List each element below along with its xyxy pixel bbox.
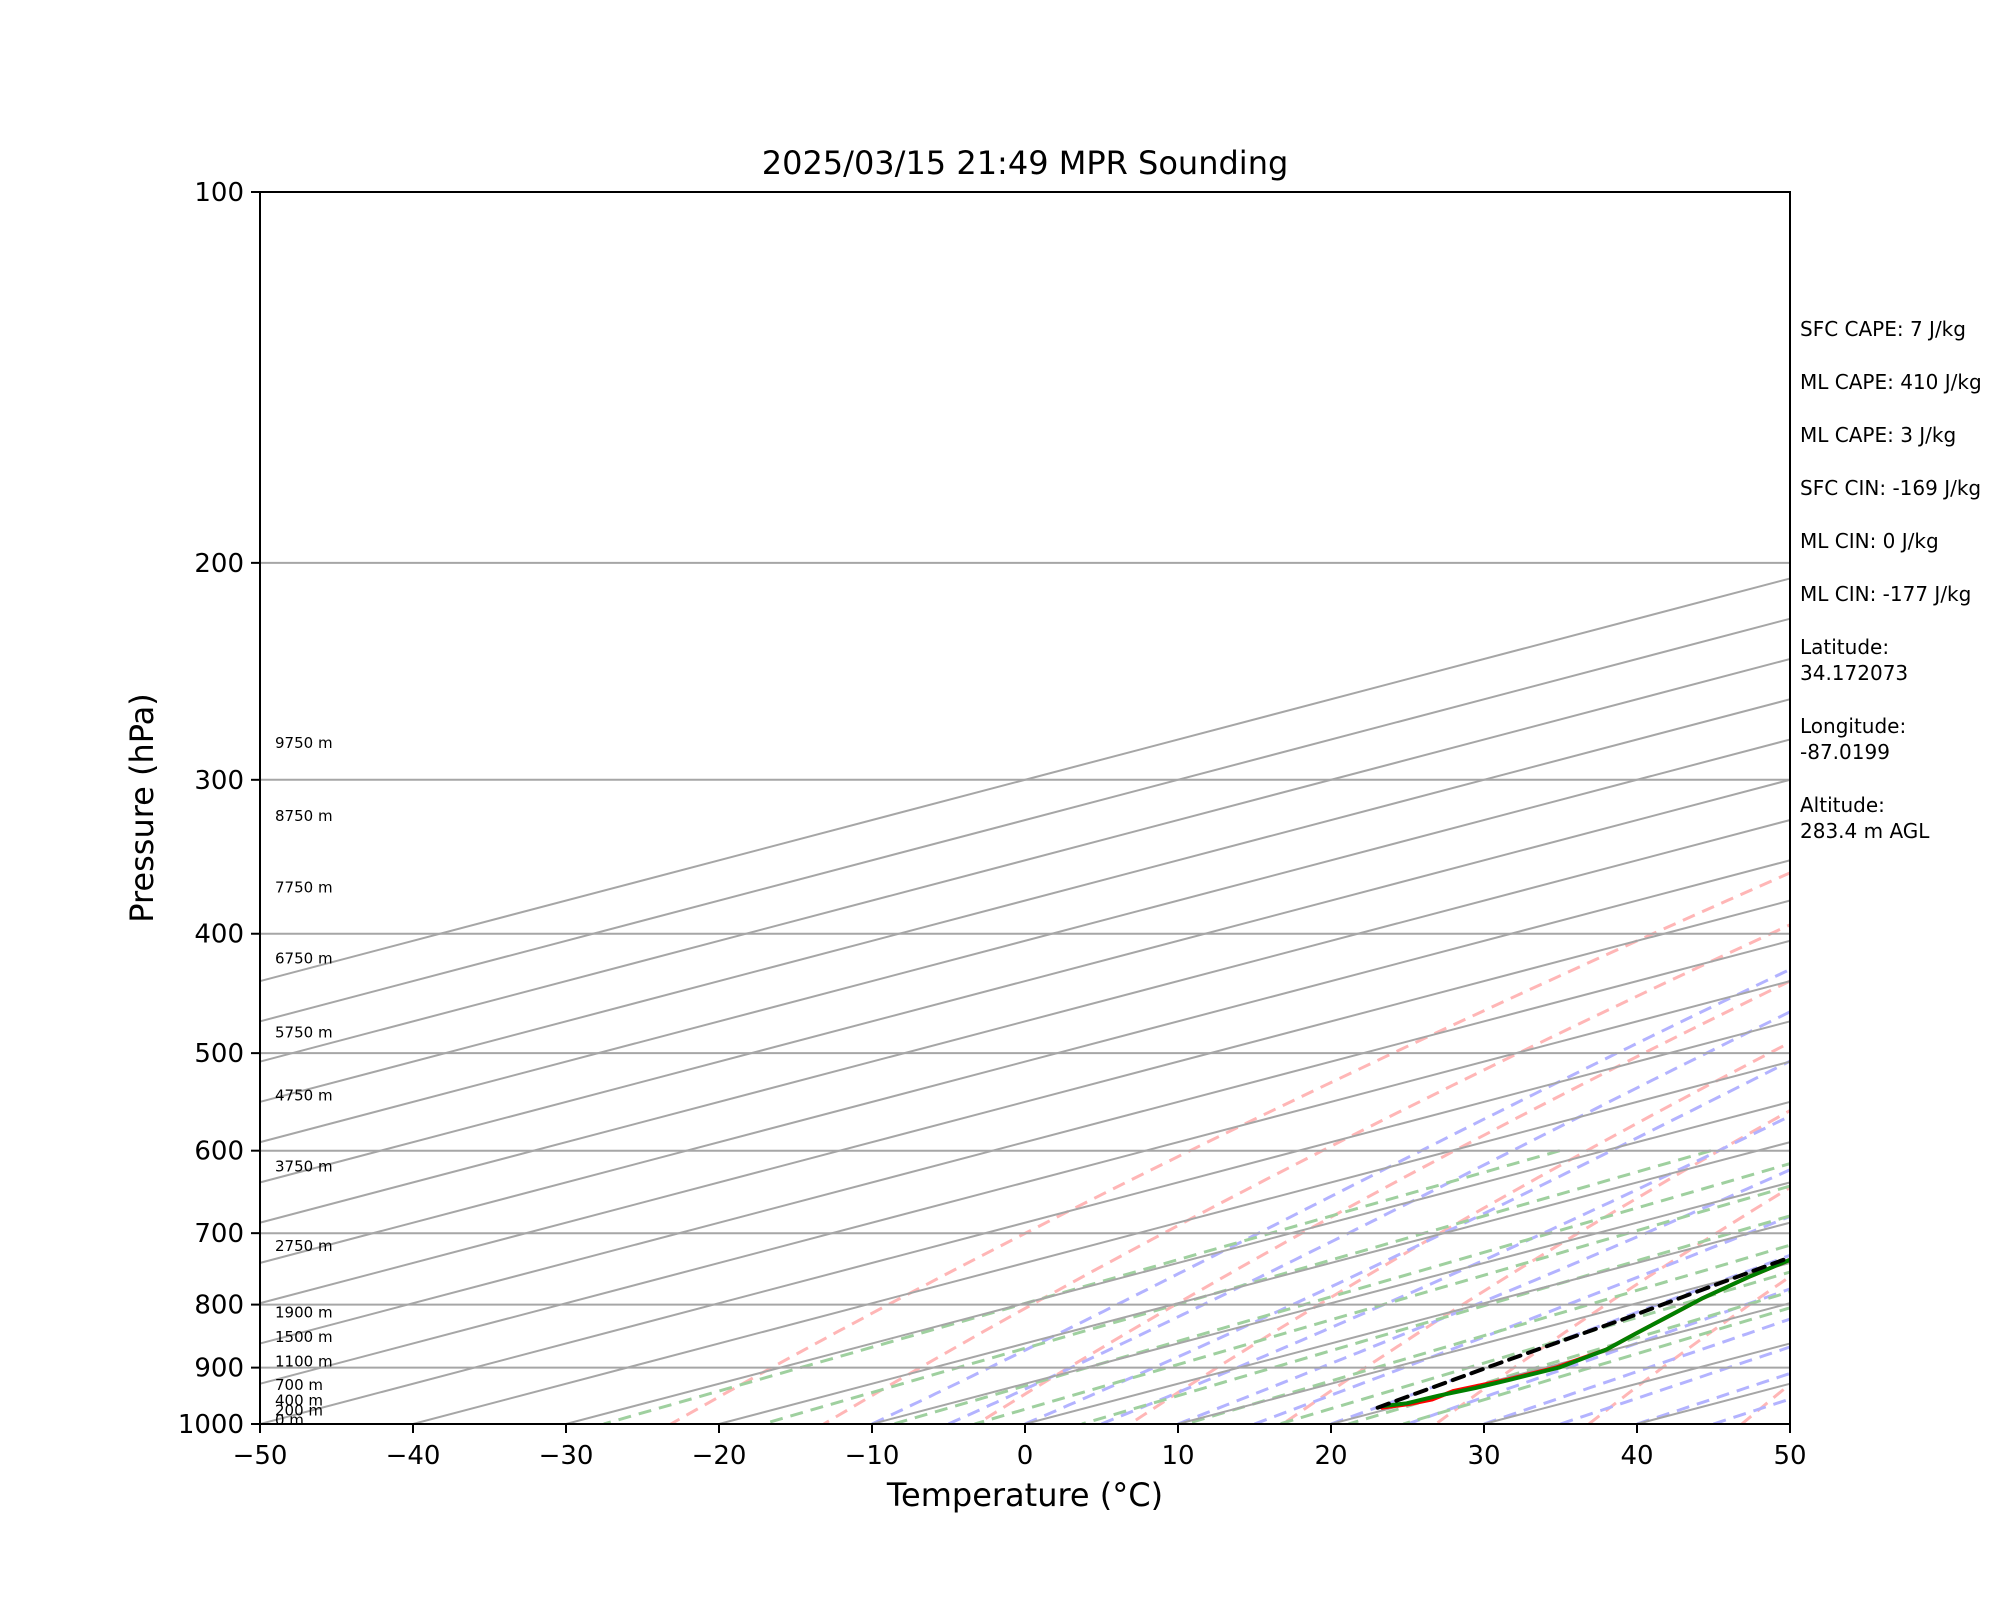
- height-label: 6750 m: [275, 950, 333, 968]
- isotherm: [260, 980, 1790, 1385]
- y-tick-label: 700: [194, 1219, 244, 1249]
- y-tick-label: 300: [194, 766, 244, 796]
- x-tick-label: −50: [233, 1441, 288, 1471]
- x-tick-label: −30: [539, 1441, 594, 1471]
- x-tick-label: 0: [1017, 1441, 1034, 1471]
- latitude-label: Latitude:: [1800, 635, 1890, 659]
- isotherm: [260, 1020, 1790, 1424]
- altitude-value: 283.4 m AGL: [1800, 819, 1930, 843]
- height-label: 700 m: [275, 1376, 323, 1394]
- latitude-value: 34.172073: [1800, 661, 1909, 685]
- plot-frame: [259, 191, 1791, 1425]
- altitude-block: Altitude: 283.4 m AGL: [1800, 792, 2000, 844]
- isotherm: [260, 698, 1790, 1103]
- dewpoint-profile: [1381, 1257, 1790, 1408]
- ml-cin-text-2: ML CIN: -177 J/kg: [1800, 582, 1972, 606]
- temperature-ticks: −50 −40 −30 −20 −10 0 10 20 30 40 50: [233, 1424, 1807, 1471]
- x-tick-label: −20: [692, 1441, 747, 1471]
- height-label: 3750 m: [275, 1157, 333, 1175]
- x-tick-label: 40: [1620, 1441, 1653, 1471]
- longitude-label: Longitude:: [1800, 714, 1907, 738]
- x-tick-label: 10: [1161, 1441, 1194, 1471]
- isotherm: [260, 577, 1790, 983]
- height-label: 7750 m: [275, 879, 333, 897]
- isotherm: [260, 738, 1790, 1144]
- sfc-cape-text: SFC CAPE: 7 J/kg: [1800, 317, 1966, 341]
- height-label: 8750 m: [275, 807, 333, 825]
- isotherm: [260, 657, 1790, 1063]
- longitude-value: -87.0199: [1800, 740, 1890, 764]
- y-tick-label: 900: [194, 1354, 244, 1384]
- moist-adiabat: [1177, 1168, 1790, 1424]
- height-label: 1500 m: [275, 1328, 333, 1346]
- profile-lines: [1375, 1255, 1790, 1410]
- height-label: 9750 m: [275, 734, 333, 752]
- isotherm: [718, 1141, 1790, 1424]
- y-tick-label: 1000: [178, 1410, 244, 1440]
- height-label: 4750 m: [275, 1086, 333, 1104]
- x-tick-label: 20: [1314, 1441, 1347, 1471]
- isotherm: [260, 819, 1790, 1224]
- sounding-stats: SFC CAPE: 7 J/kg ML CAPE: 410 J/kg ML CA…: [1800, 316, 2000, 871]
- height-label: 0 m: [275, 1411, 304, 1429]
- height-label: 400 m: [275, 1391, 323, 1409]
- isotherm: [260, 778, 1790, 1184]
- isotherm: [260, 899, 1790, 1305]
- isotherm: [565, 1100, 1790, 1424]
- isotherm: [260, 617, 1790, 1023]
- moist-adiabat: [1024, 1059, 1790, 1424]
- x-tick-label: −10: [845, 1441, 900, 1471]
- x-tick-label: 50: [1773, 1441, 1806, 1471]
- pressure-gridlines: [260, 192, 1790, 1424]
- moist-adiabat: [1407, 1287, 1790, 1424]
- ml-cape-text-2: ML CAPE: 3 J/kg: [1800, 423, 1957, 447]
- height-label: 2750 m: [275, 1237, 333, 1255]
- height-label: 200 m: [275, 1401, 323, 1419]
- latitude-block: Latitude: 34.172073: [1800, 634, 2000, 686]
- dry-adiabat: [1434, 1185, 1790, 1424]
- sfc-cin-text: SFC CIN: -169 J/kg: [1800, 476, 1982, 500]
- longitude-block: Longitude: -87.0199: [1800, 713, 2000, 765]
- y-tick-label: 600: [194, 1137, 244, 1167]
- y-tick-label: 800: [194, 1291, 244, 1321]
- thermodynamic-background: [260, 577, 1790, 1424]
- ml-cape-text-1: ML CAPE: 410 J/kg: [1800, 370, 1982, 394]
- y-tick-label: 100: [194, 178, 244, 208]
- dry-adiabat: [1128, 1040, 1790, 1424]
- mixing-ratio-line: [1185, 1243, 1790, 1424]
- pressure-ticks: 100 200 300 400 500 600 700 800 900 1000: [178, 178, 260, 1440]
- parcel-profile: [1375, 1255, 1790, 1410]
- altitude-label: Altitude:: [1800, 793, 1885, 817]
- x-tick-label: 30: [1467, 1441, 1500, 1471]
- y-tick-label: 200: [194, 549, 244, 579]
- isotherm: [871, 1181, 1790, 1424]
- y-tick-label: 400: [194, 920, 244, 950]
- mixing-ratio-line: [1279, 1270, 1790, 1424]
- y-axis-label: Pressure (hPa): [123, 693, 161, 923]
- height-label: 1100 m: [275, 1353, 333, 1371]
- isotherm: [260, 939, 1790, 1345]
- mixing-ratio-line: [603, 1149, 1561, 1424]
- y-tick-label: 500: [194, 1039, 244, 1069]
- mixing-ratio-line: [893, 1162, 1790, 1424]
- isotherm: [260, 859, 1790, 1264]
- x-axis-label: Temperature (°C): [886, 1476, 1163, 1514]
- ml-cin-text-1: ML CIN: 0 J/kg: [1800, 529, 1939, 553]
- x-tick-label: −40: [386, 1441, 441, 1471]
- isotherm: [412, 1060, 1790, 1424]
- height-label: 1900 m: [275, 1304, 333, 1322]
- chart-title: 2025/03/15 21:49 MPR Sounding: [762, 144, 1289, 182]
- mixing-ratio-line: [974, 1184, 1790, 1424]
- height-label: 5750 m: [275, 1023, 333, 1041]
